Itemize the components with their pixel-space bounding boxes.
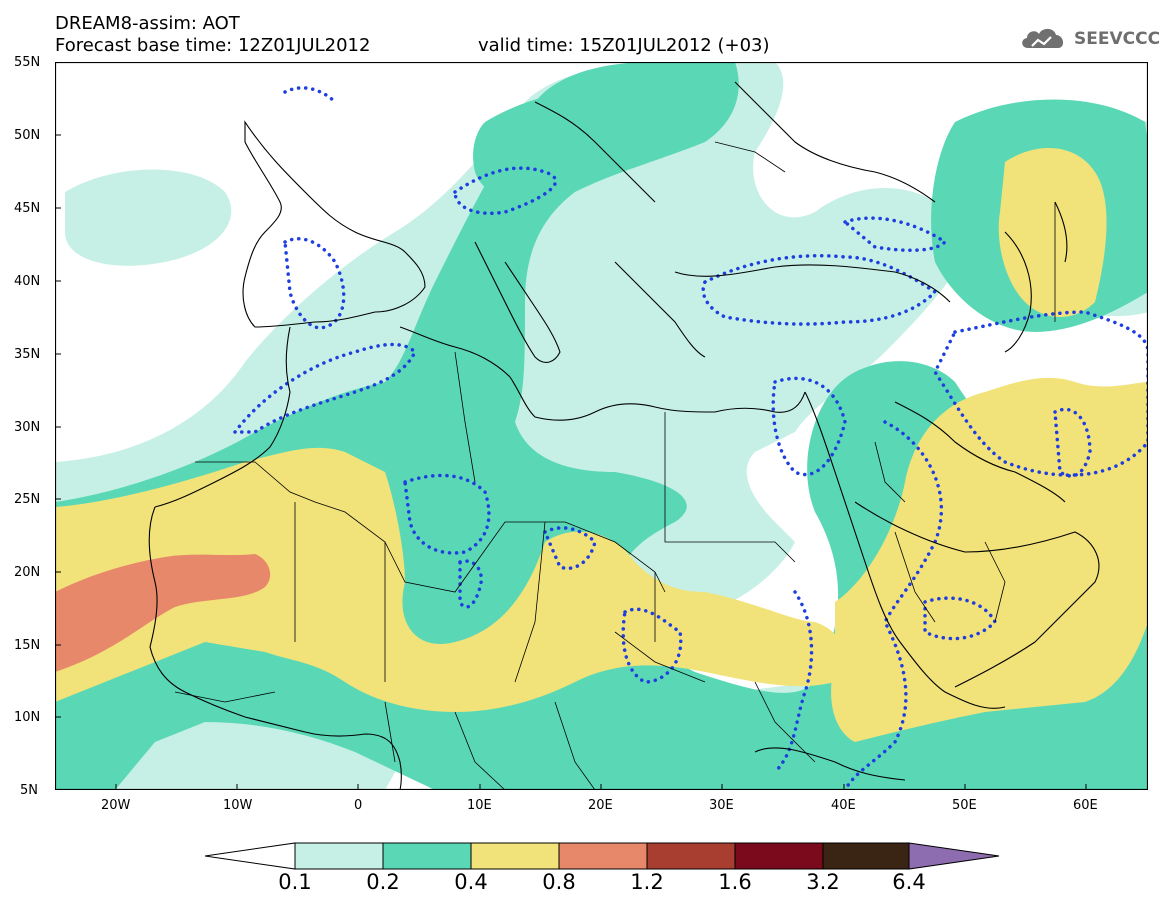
aot-band-0.8-1.2: [55, 554, 271, 672]
colorbar-segment: [558, 842, 648, 870]
colorbar-label: 1.2: [630, 870, 664, 894]
lon-label: 40E: [831, 798, 856, 813]
colorbar: [205, 842, 1000, 870]
colorbar-label: 0.1: [278, 870, 312, 894]
aot-map: [55, 62, 1148, 790]
lat-label: 50N: [14, 128, 41, 143]
colorbar-label: 0.4: [454, 870, 488, 894]
lon-label: 50E: [952, 798, 977, 813]
lon-label: 10W: [223, 798, 253, 813]
lat-label: 15N: [14, 638, 41, 653]
valid-time: valid time: 15Z01JUL2012 (+03): [478, 35, 770, 56]
lat-label: 10N: [14, 710, 41, 725]
forecast-base-time: Forecast base time: 12Z01JUL2012: [55, 35, 371, 56]
lat-label: 55N: [14, 55, 41, 70]
lon-label: 60E: [1073, 798, 1098, 813]
lon-label: 20W: [101, 798, 131, 813]
seevccc-logo: SEEVCCC: [1018, 24, 1160, 54]
colorbar-label: 6.4: [892, 870, 926, 894]
lat-label: 30N: [14, 420, 41, 435]
colorbar-segment: [734, 842, 824, 870]
colorbar-segment: [646, 842, 736, 870]
lat-label: 35N: [14, 347, 41, 362]
lat-label: 20N: [14, 565, 41, 580]
colorbar-segment: [294, 842, 384, 870]
colorbar-segment-above: [908, 842, 1000, 870]
lat-label: 25N: [14, 492, 41, 507]
colorbar-label: 0.2: [366, 870, 400, 894]
map-title: DREAM8-assim: AOT: [55, 13, 240, 34]
lon-label: 30E: [709, 798, 734, 813]
colorbar-label: 0.8: [542, 870, 576, 894]
colorbar-segment: [822, 842, 910, 870]
colorbar-label: 1.6: [718, 870, 752, 894]
country-borders: [174, 141, 1056, 790]
lon-label: 0: [354, 798, 363, 813]
dotted-contours: [231, 86, 1148, 790]
lat-label: 45N: [14, 201, 41, 216]
cloud-icon: [1022, 28, 1064, 48]
colorbar-segment: [470, 842, 560, 870]
colorbar-segment-below: [205, 842, 296, 870]
aot-band-0.4-0.8: [55, 148, 1148, 742]
lon-label: 10E: [467, 798, 492, 813]
lat-label: 5N: [20, 783, 38, 798]
colorbar-segment: [382, 842, 472, 870]
coastlines: [148, 81, 1100, 790]
logo-text: SEEVCCC: [1074, 29, 1161, 49]
colorbar-label: 3.2: [806, 870, 840, 894]
map-border: [55, 62, 1148, 790]
lon-label: 20E: [588, 798, 613, 813]
lat-label: 40N: [14, 274, 41, 289]
